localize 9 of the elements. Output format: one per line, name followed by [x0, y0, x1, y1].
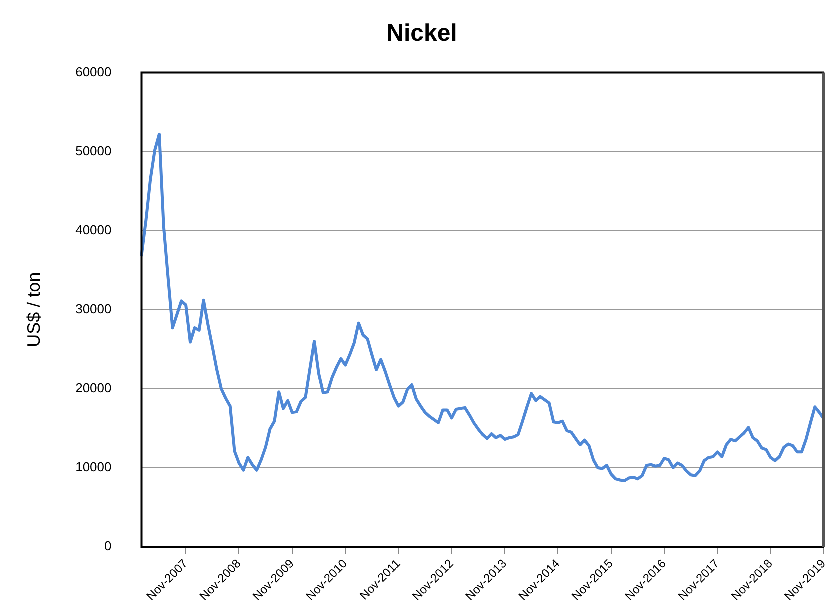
y-tick-label: 30000 [76, 301, 112, 316]
y-tick-label: 0 [104, 538, 112, 554]
y-tick-label: 20000 [76, 380, 112, 396]
y-tick-label: 50000 [76, 143, 112, 158]
y-axis-title: US$ / ton [24, 272, 44, 348]
y-tick-label: 60000 [76, 64, 112, 80]
y-tick-label: 40000 [76, 222, 112, 238]
y-tick-label: 10000 [76, 460, 112, 475]
chart-title: Nickel [386, 20, 458, 48]
